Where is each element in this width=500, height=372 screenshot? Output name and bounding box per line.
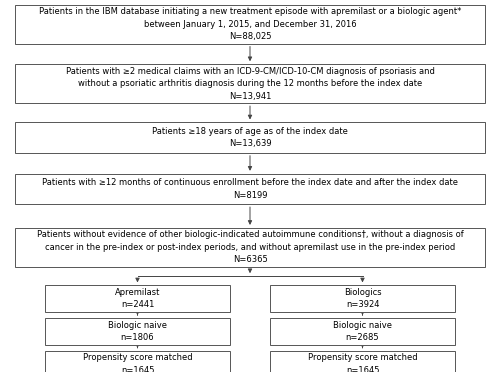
FancyBboxPatch shape bbox=[45, 285, 230, 312]
Text: Apremilast
n=2441: Apremilast n=2441 bbox=[115, 288, 160, 310]
FancyBboxPatch shape bbox=[15, 174, 485, 204]
FancyBboxPatch shape bbox=[15, 64, 485, 103]
FancyBboxPatch shape bbox=[270, 318, 455, 345]
FancyBboxPatch shape bbox=[15, 4, 485, 44]
Text: Patients ≥18 years of age as of the index date
N=13,639: Patients ≥18 years of age as of the inde… bbox=[152, 127, 348, 148]
FancyBboxPatch shape bbox=[270, 285, 455, 312]
Text: Propensity score matched
n=1645: Propensity score matched n=1645 bbox=[308, 353, 418, 372]
Text: Biologic naive
n=2685: Biologic naive n=2685 bbox=[333, 321, 392, 342]
Text: Patients without evidence of other biologic-indicated autoimmune conditions†, wi: Patients without evidence of other biolo… bbox=[36, 230, 464, 264]
FancyBboxPatch shape bbox=[270, 351, 455, 372]
FancyBboxPatch shape bbox=[45, 318, 230, 345]
Text: Patients with ≥2 medical claims with an ICD-9-CM/ICD-10-CM diagnosis of psoriasi: Patients with ≥2 medical claims with an … bbox=[66, 67, 434, 101]
Text: Biologics
n=3924: Biologics n=3924 bbox=[344, 288, 382, 310]
Text: Biologic naive
n=1806: Biologic naive n=1806 bbox=[108, 321, 167, 342]
Text: Patients with ≥12 months of continuous enrollment before the index date and afte: Patients with ≥12 months of continuous e… bbox=[42, 178, 458, 200]
FancyBboxPatch shape bbox=[15, 122, 485, 153]
FancyBboxPatch shape bbox=[45, 351, 230, 372]
FancyBboxPatch shape bbox=[15, 228, 485, 267]
Text: Propensity score matched
n=1645: Propensity score matched n=1645 bbox=[82, 353, 192, 372]
Text: Patients in the IBM database initiating a new treatment episode with apremilast : Patients in the IBM database initiating … bbox=[39, 7, 461, 41]
